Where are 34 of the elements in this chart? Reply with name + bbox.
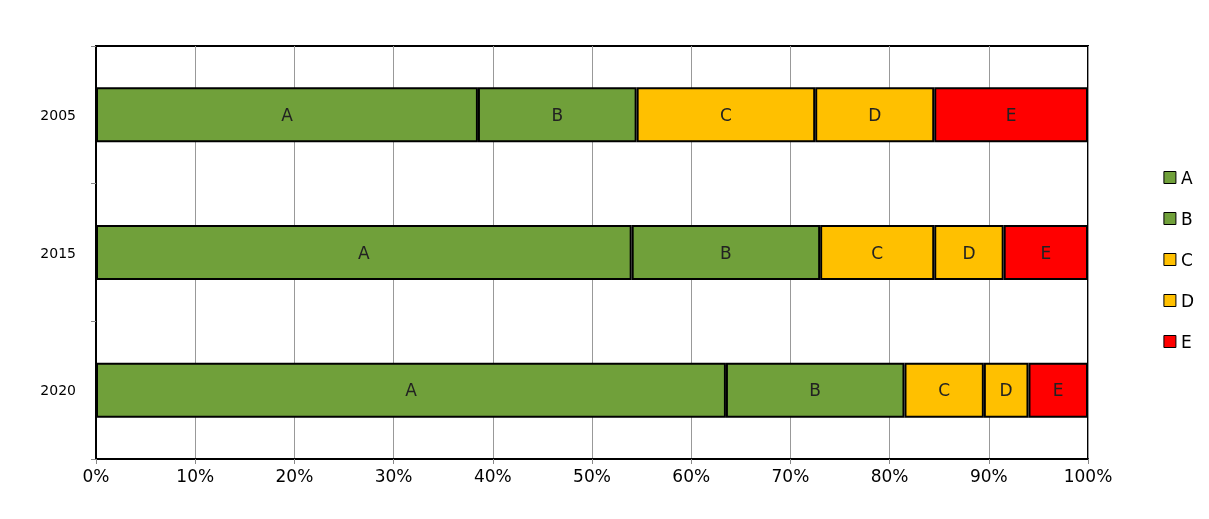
y-tick-label: 2005 xyxy=(40,106,76,123)
x-tick-label: 80% xyxy=(870,465,909,486)
x-tick-label: 20% xyxy=(275,465,314,486)
x-tick-label: 60% xyxy=(672,465,711,486)
text: C xyxy=(938,380,951,401)
text: E xyxy=(1040,242,1052,263)
y-tick-label: 2015 xyxy=(40,244,76,261)
legend-label: C xyxy=(1180,249,1193,270)
text: C xyxy=(719,104,732,125)
legend-label: B xyxy=(1180,208,1193,229)
text: D xyxy=(962,242,976,263)
y-tick-label: 2020 xyxy=(40,382,76,399)
text: B xyxy=(720,242,732,263)
text: E xyxy=(1052,380,1064,401)
x-tick-label: 0% xyxy=(82,465,110,486)
x-tick-label: 30% xyxy=(374,465,413,486)
text: D xyxy=(999,380,1013,401)
text: A xyxy=(358,242,370,263)
x-tick-label: 70% xyxy=(771,465,810,486)
text: C xyxy=(871,242,884,263)
text: D xyxy=(868,104,882,125)
text: A xyxy=(281,104,293,125)
x-tick-label: 90% xyxy=(969,465,1008,486)
text: B xyxy=(551,104,564,125)
text: E xyxy=(1005,104,1017,125)
text: B xyxy=(809,380,822,401)
x-tick-label: 100% xyxy=(1063,465,1113,486)
x-tick-label: 10% xyxy=(176,465,215,486)
legend-label: E xyxy=(1180,331,1192,352)
x-tick-label: 40% xyxy=(473,465,512,486)
x-tick-label: 50% xyxy=(573,465,611,486)
legend-label: A xyxy=(1180,167,1193,188)
text: A xyxy=(405,380,417,401)
legend-label: D xyxy=(1180,290,1194,311)
